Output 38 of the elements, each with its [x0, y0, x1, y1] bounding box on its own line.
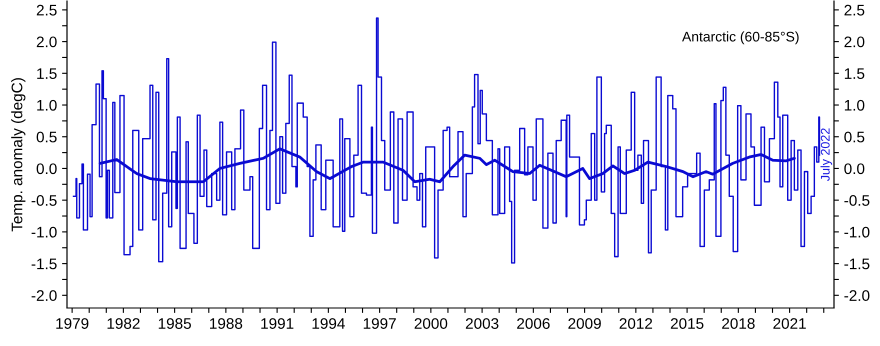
x-tick-label: 2018: [722, 318, 755, 329]
x-tick-label: 1985: [158, 318, 191, 329]
x-tick-label: 2021: [773, 318, 806, 329]
y-tick-label: 0.0: [36, 163, 57, 174]
y2-tick-label: 2.5: [844, 4, 864, 16]
y-tick-label: -2.0: [32, 290, 57, 301]
y2-tick-label: -2.0: [844, 290, 870, 301]
x-tick-label: 2009: [568, 318, 601, 329]
x-tick-label: 1991: [261, 318, 294, 329]
x-tick-label: 1982: [108, 318, 140, 329]
x-tick-label: 2006: [517, 318, 550, 329]
y-tick-label: -1.5: [32, 258, 57, 270]
y-tick-label: -1.0: [32, 226, 57, 238]
y-tick-label: -0.5: [32, 195, 57, 206]
annotation: Antarctic (60-85°S): [682, 31, 799, 44]
y2-tick-label: 2.0: [844, 36, 864, 48]
y2-tick-label: 0.0: [844, 163, 864, 174]
x-tick-label: 2015: [670, 318, 704, 329]
x-tick-label: 2000: [414, 318, 448, 329]
y-tick-label: 2.5: [36, 4, 57, 16]
y2-tick-label: 0.5: [844, 132, 864, 142]
x-tick-label: 1979: [56, 318, 88, 329]
x-tick-label: 2012: [620, 318, 652, 329]
x-tick-label: 2003: [466, 318, 498, 329]
x-tick-label: 1997: [364, 318, 396, 329]
y2-tick-label: 1.0: [844, 100, 864, 111]
x-tick-label: 1988: [210, 318, 242, 329]
annotation: July 2022: [820, 128, 832, 182]
y-axis-title: Temp. anomaly (degC): [11, 78, 26, 232]
y-tick-label: 2.0: [36, 36, 57, 48]
x-tick-label: 1994: [312, 318, 345, 329]
y2-tick-label: -1.0: [844, 226, 870, 238]
y-tick-label: 1.0: [37, 100, 57, 111]
y-tick-label: 0.5: [36, 132, 57, 142]
y2-tick-label: 1.5: [844, 68, 864, 79]
y-tick-label: 1.5: [37, 68, 57, 79]
y2-tick-label: -1.5: [844, 258, 870, 270]
y2-tick-label: -0.5: [844, 195, 870, 206]
